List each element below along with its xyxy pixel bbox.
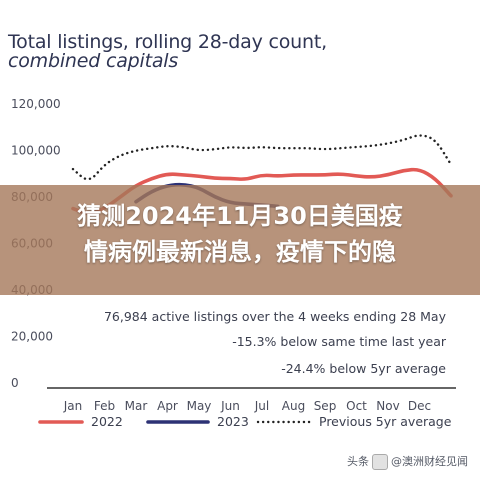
headline-line-2: 情病例最新消息，疫情下的隐 bbox=[84, 238, 396, 266]
y-tick-label: 120,000 bbox=[11, 97, 61, 111]
legend-label: 2023 bbox=[217, 414, 249, 429]
x-tick-label: Jul bbox=[254, 399, 269, 413]
watermark: 头条 @澳洲财经见闻 bbox=[347, 453, 468, 471]
legend: 2022 2023 Previous 5yr average bbox=[38, 414, 452, 429]
x-axis-ticks: Jan Feb Mar Apr May Jun Jul Aug Sep Oct Nov Dec bbox=[63, 399, 431, 413]
x-tick-label: Jun bbox=[220, 399, 240, 413]
watermark-prefix: 头条 bbox=[347, 455, 369, 468]
headline-overlay-band bbox=[0, 185, 480, 295]
y-tick-label: 20,000 bbox=[11, 330, 53, 344]
annotation-layer: 76,984 active listings over the 4 weeks … bbox=[104, 309, 447, 376]
chart-subtitle: combined capitals bbox=[8, 50, 179, 72]
x-tick-label: Mar bbox=[125, 399, 148, 413]
y-tick-label: 0 bbox=[11, 376, 19, 390]
headline-overlay: 猜测2024年11月30日美国疫 情病例最新消息，疫情下的隐 bbox=[0, 198, 480, 270]
annotation-yoy-change: -15.3% below same time last year bbox=[232, 334, 447, 349]
legend-label: 2022 bbox=[91, 414, 123, 429]
x-tick-label: Apr bbox=[157, 399, 178, 413]
x-tick-label: Dec bbox=[408, 399, 431, 413]
x-tick-label: Sep bbox=[314, 399, 337, 413]
x-tick-label: May bbox=[187, 399, 212, 413]
x-tick-label: Oct bbox=[346, 399, 367, 413]
account-avatar-icon bbox=[372, 453, 388, 470]
x-tick-label: Feb bbox=[94, 399, 115, 413]
watermark-account: @澳洲财经见闻 bbox=[391, 455, 468, 468]
annotation-5yr-change: -24.4% below 5yr average bbox=[281, 361, 446, 376]
annotation-active-listings: 76,984 active listings over the 4 weeks … bbox=[104, 309, 447, 324]
x-tick-label: Nov bbox=[376, 399, 399, 413]
headline-line-1: 猜测2024年11月30日美国疫 bbox=[77, 202, 403, 230]
legend-label: Previous 5yr average bbox=[319, 414, 452, 429]
x-tick-label: Aug bbox=[282, 399, 305, 413]
y-tick-label: 100,000 bbox=[11, 144, 61, 158]
x-tick-label: Jan bbox=[63, 399, 83, 413]
chart-title: Total listings, rolling 28-day count, bbox=[8, 31, 327, 53]
